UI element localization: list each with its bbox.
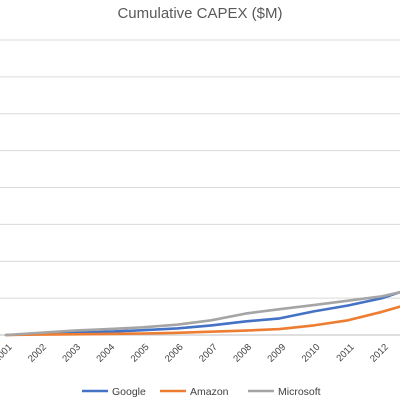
series-line-amazon — [4, 305, 400, 337]
x-tick-label: 2007 — [197, 342, 220, 365]
x-tick-label: 2003 — [60, 342, 83, 365]
x-tick-label: 2009 — [266, 342, 289, 365]
series-line-google — [4, 290, 400, 337]
legend-label-microsoft: Microsoft — [278, 386, 321, 398]
x-axis-ticks: 2001 2002 2003 2004 2005 2006 2007 2008 2009 2010… — [0, 342, 391, 365]
x-tick-label: 2001 — [0, 342, 15, 365]
x-tick-label: 2008 — [231, 342, 254, 365]
legend-label-amazon: Amazon — [190, 386, 229, 398]
x-tick-label: 2010 — [300, 342, 323, 365]
gridlines — [0, 39, 400, 336]
x-tick-label: 2012 — [368, 342, 391, 365]
series-lines — [4, 290, 400, 337]
x-tick-label: 2004 — [95, 342, 118, 365]
chart-title: Cumulative CAPEX ($M) — [117, 5, 282, 22]
x-tick-label: 2006 — [163, 342, 186, 365]
legend: Google Amazon Microsoft — [82, 386, 321, 398]
x-tick-label: 2002 — [26, 342, 49, 365]
x-tick-label: 2005 — [129, 342, 152, 365]
series-line-microsoft — [4, 290, 400, 337]
x-tick-label: 2011 — [334, 342, 356, 364]
legend-label-google: Google — [112, 386, 146, 398]
